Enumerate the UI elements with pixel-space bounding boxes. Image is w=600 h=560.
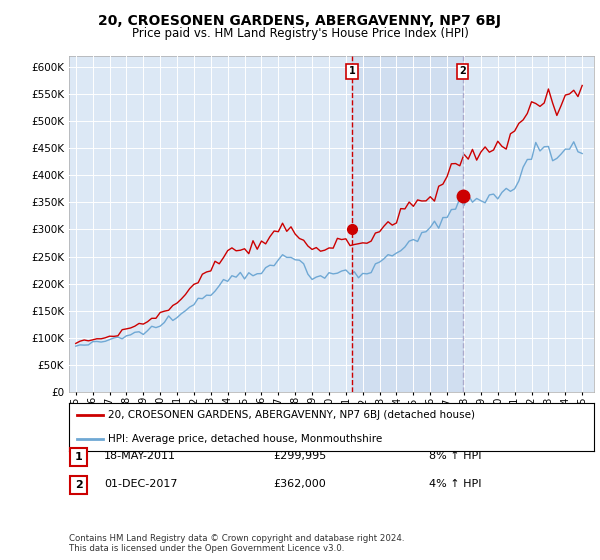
Text: Price paid vs. HM Land Registry's House Price Index (HPI): Price paid vs. HM Land Registry's House … — [131, 27, 469, 40]
FancyBboxPatch shape — [70, 449, 87, 465]
Text: 18-MAY-2011: 18-MAY-2011 — [104, 451, 176, 461]
Text: HPI: Average price, detached house, Monmouthshire: HPI: Average price, detached house, Monm… — [109, 434, 383, 444]
Text: 4% ↑ HPI: 4% ↑ HPI — [429, 479, 482, 489]
Text: 01-DEC-2017: 01-DEC-2017 — [104, 479, 178, 489]
Text: £362,000: £362,000 — [273, 479, 326, 489]
Text: 1: 1 — [349, 66, 355, 76]
Text: 1: 1 — [75, 452, 82, 462]
Text: 2: 2 — [459, 66, 466, 76]
FancyBboxPatch shape — [70, 477, 87, 493]
Bar — [352, 56, 463, 392]
Text: 20, CROESONEN GARDENS, ABERGAVENNY, NP7 6BJ: 20, CROESONEN GARDENS, ABERGAVENNY, NP7 … — [98, 14, 502, 28]
Text: Contains HM Land Registry data © Crown copyright and database right 2024.
This d: Contains HM Land Registry data © Crown c… — [69, 534, 404, 553]
Text: 2: 2 — [75, 480, 82, 490]
Text: 20, CROESONEN GARDENS, ABERGAVENNY, NP7 6BJ (detached house): 20, CROESONEN GARDENS, ABERGAVENNY, NP7 … — [109, 410, 475, 420]
Text: 8% ↑ HPI: 8% ↑ HPI — [429, 451, 482, 461]
Text: £299,995: £299,995 — [273, 451, 326, 461]
